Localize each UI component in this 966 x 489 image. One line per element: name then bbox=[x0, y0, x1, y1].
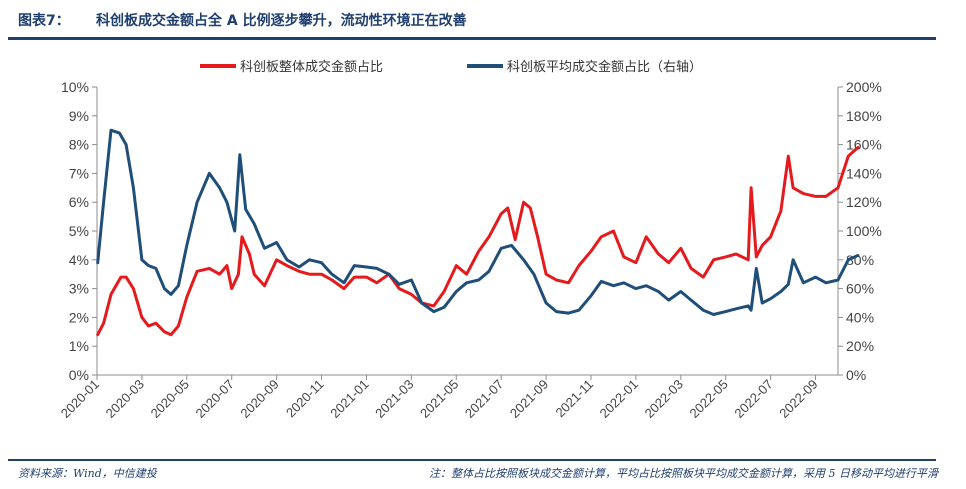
y-left-tick-label: 8% bbox=[69, 137, 89, 153]
x-tick-label: 2022-09 bbox=[776, 377, 820, 421]
y-left-tick-label: 4% bbox=[69, 252, 89, 268]
y-left-tick-label: 5% bbox=[69, 223, 89, 239]
x-tick-label: 2022-07 bbox=[731, 377, 775, 421]
y-right-tick-label: 20% bbox=[846, 338, 874, 354]
y-right-tick-label: 180% bbox=[846, 108, 882, 124]
y-right-tick-label: 0% bbox=[846, 367, 866, 383]
x-tick-label: 2021-09 bbox=[507, 377, 551, 421]
x-tick-label: 2022-01 bbox=[597, 377, 641, 421]
y-right-tick-label: 40% bbox=[846, 309, 874, 325]
source-note: 资料来源：Wind，中信建投 bbox=[18, 467, 157, 480]
x-tick-label: 2020-07 bbox=[192, 377, 236, 421]
chart-series-lines bbox=[96, 128, 860, 337]
method-note: 注：整体占比按照板块成交金额计算，平均占比按照板块平均成交金额计算，采用 5 日… bbox=[429, 467, 938, 480]
x-tick-label: 2020-03 bbox=[103, 377, 147, 421]
header-rule bbox=[8, 37, 936, 40]
y-left-tick-label: 3% bbox=[69, 281, 89, 297]
y-right-tick-label: 60% bbox=[846, 281, 874, 297]
y-right-tick-label: 200% bbox=[846, 79, 882, 95]
y-left-tick-label: 0% bbox=[69, 367, 89, 383]
footer-rule bbox=[8, 459, 936, 461]
figure-header: 图表7： 科创板成交金额占全 A 比例逐步攀升，流动性环境正在改善 bbox=[4, 8, 938, 36]
x-tick-label: 2021-07 bbox=[462, 377, 506, 421]
y-left-tick-label: 10% bbox=[61, 79, 89, 95]
x-tick-label: 2020-01 bbox=[58, 377, 102, 421]
y-right-tick-label: 100% bbox=[846, 223, 882, 239]
x-tick-label: 2021-01 bbox=[327, 377, 371, 421]
x-tick-label: 2020-05 bbox=[148, 377, 192, 421]
dual-axis-line-chart: 科创板整体成交金额占比 科创板平均成交金额占比（右轴） 0% 1% 2% 3% 4% 5%… bbox=[58, 59, 882, 421]
y-right-tick-label: 140% bbox=[846, 165, 882, 181]
legend-label-left-series: 科创板整体成交金额占比 bbox=[240, 59, 383, 75]
x-tick-label: 2021-05 bbox=[417, 377, 461, 421]
series-line-average-share bbox=[96, 128, 860, 316]
y-left-tick-label: 1% bbox=[69, 338, 89, 354]
x-tick-label: 2020-09 bbox=[237, 377, 281, 421]
y-right-tick-label: 120% bbox=[846, 194, 882, 210]
figure-footer: 资料来源：Wind，中信建投 注：整体占比按照板块成交金额计算，平均占比按照板块… bbox=[8, 465, 938, 483]
y-left-tick-label: 6% bbox=[69, 194, 89, 210]
x-tick-label: 2021-03 bbox=[372, 377, 416, 421]
x-tick-label: 2022-03 bbox=[642, 377, 686, 421]
y-left-tick-label: 7% bbox=[69, 165, 89, 181]
legend-label-right-series: 科创板平均成交金额占比（右轴） bbox=[507, 59, 702, 75]
series-line-total-share bbox=[96, 146, 860, 337]
y-left-tick-label: 9% bbox=[69, 108, 89, 124]
x-tick-label: 2020-11 bbox=[283, 377, 327, 421]
y-left-tick-label: 2% bbox=[69, 309, 89, 325]
figure-title: 科创板成交金额占全 A 比例逐步攀升，流动性环境正在改善 bbox=[96, 13, 467, 29]
y-right-tick-label: 160% bbox=[846, 137, 882, 153]
y-right-tick-label: 80% bbox=[846, 252, 874, 268]
chart-legend: 科创板整体成交金额占比 科创板平均成交金额占比（右轴） bbox=[200, 59, 702, 75]
x-tick-label: 2021-11 bbox=[552, 377, 596, 421]
x-tick-label: 2022-05 bbox=[686, 377, 730, 421]
figure-label: 图表7： bbox=[18, 13, 70, 29]
